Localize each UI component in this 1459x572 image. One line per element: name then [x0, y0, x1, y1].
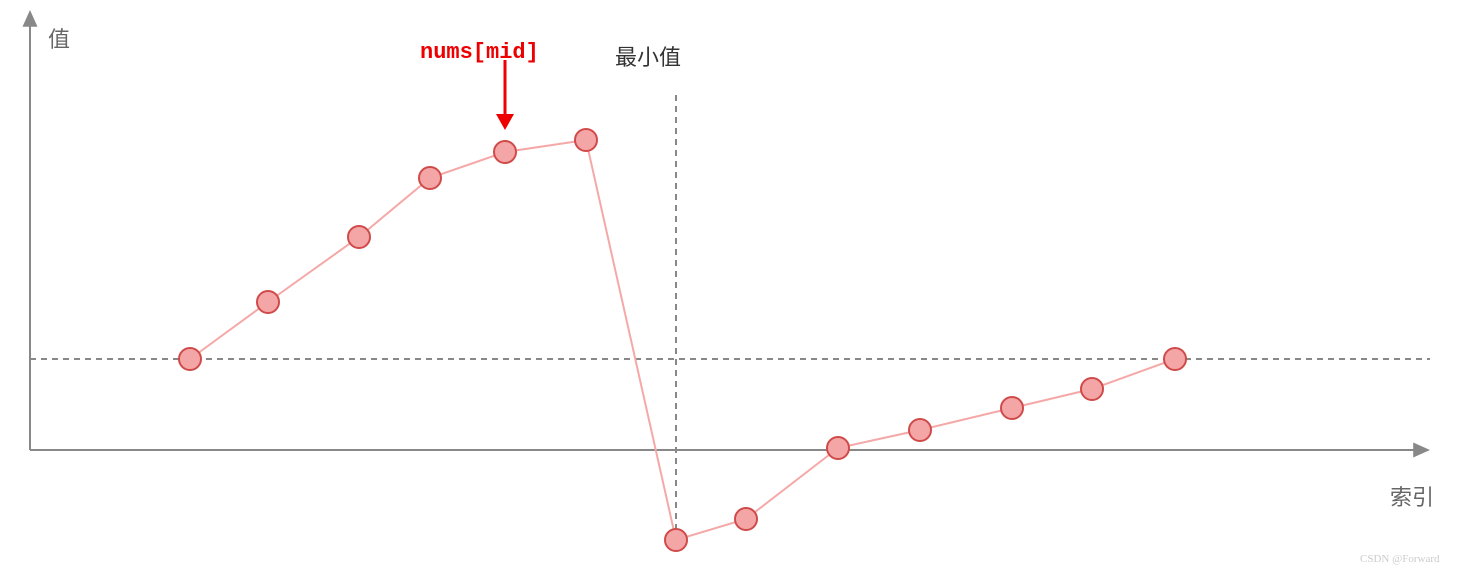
data-line [190, 140, 1175, 540]
y-axis-arrow-icon [23, 10, 38, 27]
data-point-0 [179, 348, 201, 370]
data-point-5 [575, 129, 597, 151]
x-axis-label: 索引 [1390, 480, 1434, 512]
y-axis-label: 值 [48, 22, 70, 54]
data-point-12 [1164, 348, 1186, 370]
nums-mid-annotation: nums[mid] [420, 40, 539, 65]
chart-svg [0, 0, 1459, 567]
chart-container: 值 索引 nums[mid] 最小值 CSDN @Forward [0, 0, 1459, 567]
data-point-1 [257, 291, 279, 313]
data-point-3 [419, 167, 441, 189]
min-value-annotation: 最小值 [615, 40, 681, 72]
data-point-8 [827, 437, 849, 459]
x-axis-arrow-icon [1413, 443, 1430, 458]
data-point-7 [735, 508, 757, 530]
watermark: CSDN @Forward [1360, 553, 1440, 565]
annotation-arrow-head-icon [496, 114, 514, 130]
data-point-2 [348, 226, 370, 248]
data-point-6 [665, 529, 687, 551]
data-point-4 [494, 141, 516, 163]
data-point-9 [909, 419, 931, 441]
data-point-11 [1081, 378, 1103, 400]
data-point-10 [1001, 397, 1023, 419]
